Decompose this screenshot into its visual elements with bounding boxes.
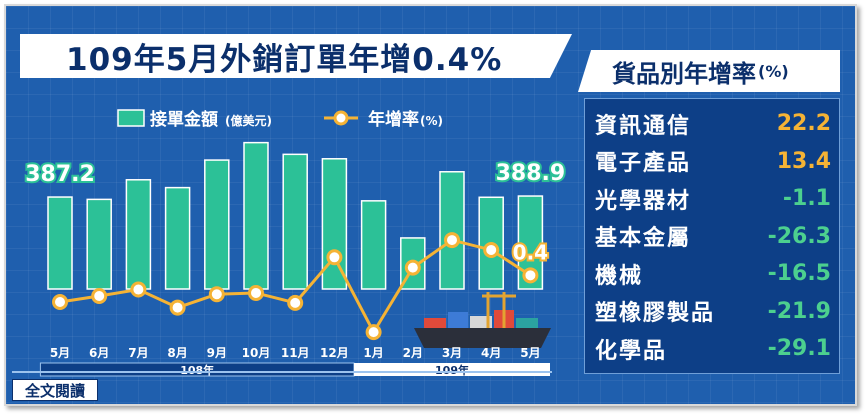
divider — [12, 371, 552, 373]
bar — [360, 200, 387, 290]
growth-point — [248, 284, 264, 301]
growth-point — [52, 294, 68, 310]
x-tick-label: 7月 — [128, 346, 148, 360]
rate-row: 塑橡膠製品 -21.9 — [595, 293, 831, 330]
growth-point — [404, 259, 421, 276]
ship-container — [448, 312, 468, 328]
ship-container — [516, 318, 538, 328]
rate-category-name: 塑橡膠製品 — [595, 301, 716, 326]
rate-row: 基本金屬 -26.3 — [595, 218, 831, 255]
year-label: 109年 — [435, 363, 469, 377]
rate-value: -16.5 — [767, 261, 831, 286]
rate-category-name: 基本金屬 — [595, 226, 692, 251]
chart-area: 接單金額 (億美元) 年增率 (%) 387.2 388.9 0.4 5月 6月 7月 8月 9月… — [23, 109, 567, 377]
bar-series — [47, 141, 544, 290]
rates-panel-title: 貨品別年增率 (%) — [578, 50, 840, 92]
read-full-text-button[interactable]: 全文閱讀 — [12, 379, 98, 401]
legend: 接單金額 (億美元) 年增率 (%) — [117, 109, 443, 130]
rate-value: -29.1 — [767, 336, 831, 361]
growth-point — [365, 324, 382, 341]
year-label: 108年 — [180, 363, 214, 377]
rate-category-name: 化學品 — [595, 338, 668, 364]
rate-row: 機械 -16.5 — [595, 255, 831, 292]
growth-point — [91, 287, 108, 304]
x-tick-label: 12月 — [320, 346, 349, 360]
rate-row: 電子產品 13.4 — [595, 143, 831, 180]
rate-value: -26.3 — [767, 223, 831, 249]
rate-category-name: 電子產品 — [595, 151, 692, 176]
growth-point — [483, 241, 500, 258]
x-tick-label: 5月 — [50, 346, 70, 360]
bar — [439, 171, 465, 290]
growth-point — [287, 294, 304, 311]
page-title: 109年5月外銷訂單年增0.4% — [20, 34, 572, 78]
rate-category-name: 資訊通信 — [595, 113, 692, 139]
bar — [164, 186, 191, 290]
bar — [204, 159, 230, 290]
growth-point — [208, 286, 225, 303]
bar — [47, 196, 73, 290]
growth-point — [522, 267, 539, 284]
rate-value: -1.1 — [782, 186, 831, 211]
x-tick-label: 10月 — [242, 346, 271, 360]
growth-point — [169, 299, 186, 316]
data-label: 0.4 — [513, 240, 548, 264]
title-text: 109年5月外銷訂單年增0.4% — [66, 41, 503, 78]
data-label: 387.2 — [25, 162, 95, 187]
rate-row: 光學器材 -1.1 — [595, 180, 831, 217]
x-tick-label: 2月 — [403, 346, 423, 360]
x-tick-label: 3月 — [442, 346, 462, 360]
legend-bar-label: 接單金額 — [150, 109, 218, 130]
x-tick-label: 6月 — [89, 346, 109, 360]
rates-panel-unit: (%) — [758, 61, 789, 81]
legend-line-unit: (%) — [420, 114, 443, 128]
x-tick-label: 4月 — [481, 346, 501, 360]
rate-value: 22.2 — [776, 111, 831, 136]
growth-point — [326, 249, 343, 266]
rates-table: 資訊通信 22.2 電子產品 13.4 光學器材 -1.1 基本金屬 -26.3 機械 -16.5… — [584, 98, 840, 374]
legend-line-label: 年增率 — [368, 109, 419, 130]
bar — [86, 198, 112, 290]
cargo-ship-illustration — [414, 292, 551, 348]
rate-category-name: 光學器材 — [595, 188, 692, 214]
x-tick-label: 5月 — [520, 346, 540, 360]
rate-value: -21.9 — [767, 298, 831, 324]
growth-point — [444, 232, 460, 249]
rates-panel-title-text: 貨品別年增率 — [612, 59, 756, 88]
legend-bar-swatch — [117, 109, 145, 127]
bar — [243, 141, 269, 290]
x-tick-label: 9月 — [207, 346, 227, 360]
crane — [482, 292, 516, 328]
legend-line-marker — [333, 110, 349, 126]
infographic-frame: 109年5月外銷訂單年增0.4% 接單金額 (億美元) 年增率 (%) 387.2 38… — [4, 4, 857, 406]
x-tick-label: 11月 — [281, 346, 310, 360]
ship-hull — [414, 328, 551, 348]
legend-bar-unit: (億美元) — [225, 113, 272, 128]
rate-category-name: 機械 — [595, 263, 644, 289]
x-tick-label: 8月 — [167, 346, 187, 360]
bar — [282, 153, 308, 290]
bar — [321, 158, 348, 290]
rate-value: 13.4 — [776, 148, 831, 174]
line-series — [52, 232, 539, 341]
rate-row: 資訊通信 22.2 — [595, 105, 831, 142]
ship-container — [424, 318, 446, 328]
data-labels: 387.2 388.9 0.4 — [23, 159, 567, 266]
rate-row: 化學品 -29.1 — [595, 330, 831, 367]
data-label: 388.9 — [496, 161, 566, 186]
x-tick-label: 1月 — [363, 346, 383, 360]
bar — [125, 179, 152, 290]
growth-point — [130, 281, 147, 298]
